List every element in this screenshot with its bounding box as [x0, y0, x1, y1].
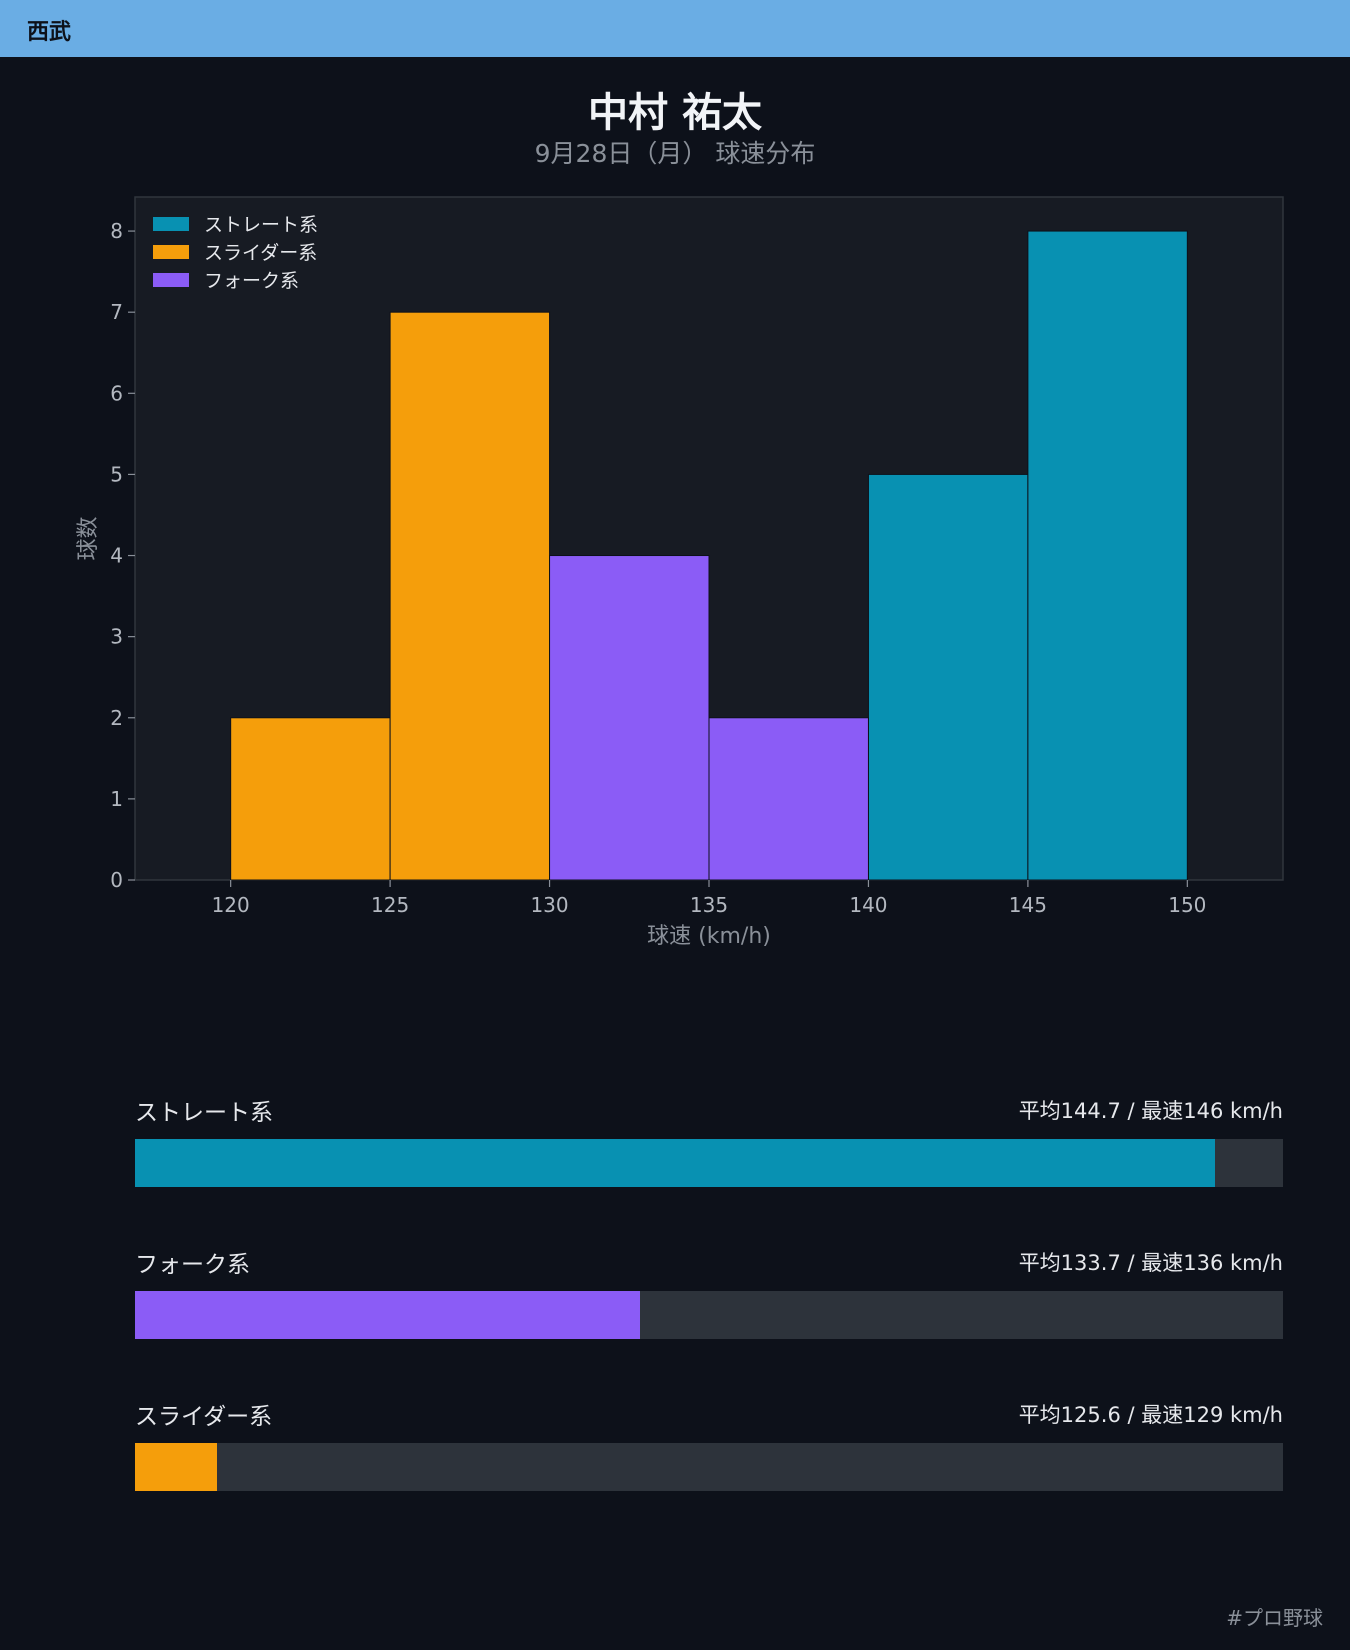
player-name: 中村 祐太	[588, 90, 762, 136]
x-tick-label: 120	[212, 893, 250, 917]
y-axis-label: 球数	[76, 516, 101, 560]
y-tick-label: 3	[110, 625, 123, 649]
x-tick-label: 125	[371, 893, 409, 917]
team-name: 西武	[27, 20, 72, 45]
histogram-bar	[867, 473, 1029, 881]
x-tick-label: 145	[1009, 893, 1047, 917]
legend-label: ストレート系	[204, 214, 318, 236]
stat-value-slider: 平均125.6 / 最速129 km/h	[1018, 1403, 1283, 1427]
histogram-bar	[230, 717, 391, 881]
legend-label: スライダー系	[204, 242, 317, 264]
histogram-bar	[389, 311, 551, 881]
velocity-histogram: 0 1 2 3 4 5 6 7 8 120 125 130 135 140 145 150 球速 (km/h) 球…	[76, 196, 1284, 949]
x-tick-label: 135	[690, 893, 728, 917]
y-tick-label: 0	[110, 868, 123, 892]
stat-value-fork: 平均133.7 / 最速136 km/h	[1018, 1251, 1283, 1275]
y-tick-label: 1	[110, 787, 123, 811]
histogram-bar	[708, 717, 869, 881]
stat-label-fork: フォーク系	[135, 1252, 250, 1278]
stat-value-straight: 平均144.7 / 最速146 km/h	[1018, 1099, 1283, 1123]
team-header-bar: 西武	[0, 0, 1350, 57]
y-tick-label: 2	[110, 706, 123, 730]
stat-bar-fill-fork	[135, 1291, 641, 1339]
y-tick-label: 7	[110, 300, 123, 324]
y-tick-label: 6	[110, 381, 123, 405]
stat-bar-track-straight	[135, 1139, 1283, 1187]
chart-subtitle: 9月28日（月） 球速分布	[534, 139, 816, 168]
x-tick-label: 130	[530, 893, 568, 917]
stat-label-straight: ストレート系	[135, 1100, 273, 1126]
stat-bar-track-slider	[135, 1443, 1283, 1491]
x-tick-label: 140	[849, 893, 887, 917]
stat-bar-track-fork	[135, 1291, 1283, 1339]
stat-label-slider: スライダー系	[135, 1404, 273, 1430]
hashtag: #プロ野球	[1226, 1606, 1323, 1630]
stat-bar-fill-straight	[135, 1139, 1216, 1187]
y-tick-label: 4	[110, 544, 123, 568]
legend-swatch	[153, 273, 189, 287]
y-tick-label: 5	[110, 462, 123, 486]
legend-label: フォーク系	[204, 270, 299, 292]
legend-swatch	[153, 245, 189, 259]
histogram-bar	[549, 555, 710, 881]
x-tick-label: 150	[1168, 893, 1206, 917]
stat-bar-fill-slider	[135, 1443, 217, 1491]
y-tick-label: 8	[110, 219, 123, 243]
legend-swatch	[153, 217, 189, 231]
histogram-bar	[1027, 230, 1188, 881]
x-axis-label: 球速 (km/h)	[647, 924, 771, 949]
